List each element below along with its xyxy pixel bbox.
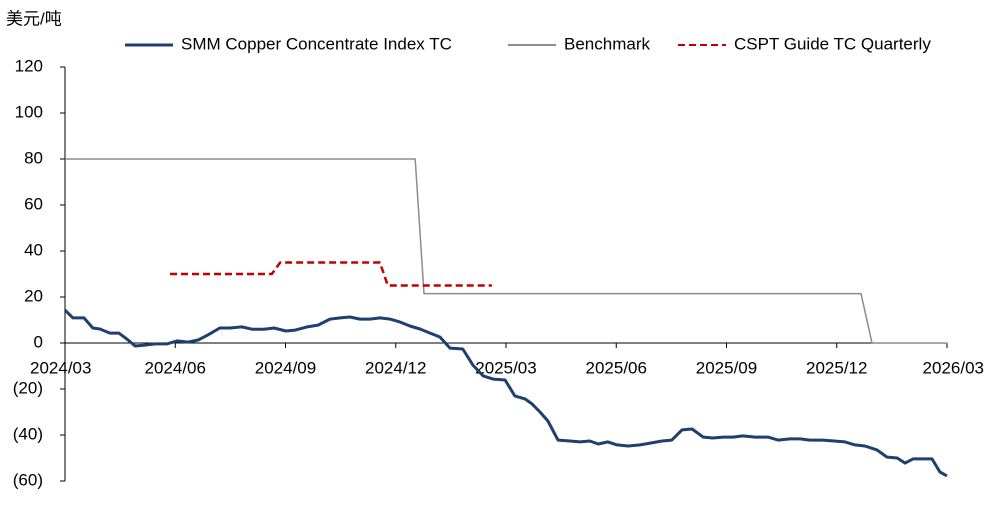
series-line (65, 158, 947, 344)
y-tick-label: 0 (34, 332, 43, 351)
x-tick-label: 2024/12 (365, 358, 426, 377)
y-tick-label: 120 (15, 56, 43, 75)
x-tick-label: 2025/03 (475, 358, 536, 377)
x-tick-label: 2025/12 (806, 358, 867, 377)
y-tick-label: 60 (24, 194, 43, 213)
y-unit-label: 美元/吨 (6, 9, 62, 28)
x-tick-label: 2024/03 (30, 358, 91, 377)
x-tick-label: 2024/06 (145, 358, 206, 377)
x-tick-label: 2024/09 (255, 358, 316, 377)
legend-label: CSPT Guide TC Quarterly (734, 34, 931, 53)
y-tick-label: 40 (24, 240, 43, 259)
y-tick-label: (20) (13, 378, 43, 397)
x-tick-label: 2025/09 (696, 358, 757, 377)
y-tick-label: 20 (24, 286, 43, 305)
y-tick-label: (40) (13, 424, 43, 443)
series-line (170, 261, 492, 287)
series-line (63, 309, 948, 478)
y-tick-label: 100 (15, 102, 43, 121)
legend-label: SMM Copper Concentrate Index TC (181, 34, 452, 53)
y-tick-label: 80 (24, 148, 43, 167)
legend-label: Benchmark (564, 34, 650, 53)
x-tick-label: 2025/06 (586, 358, 647, 377)
x-tick-label: 2026/03 (923, 358, 984, 377)
y-tick-label: (60) (13, 470, 43, 489)
